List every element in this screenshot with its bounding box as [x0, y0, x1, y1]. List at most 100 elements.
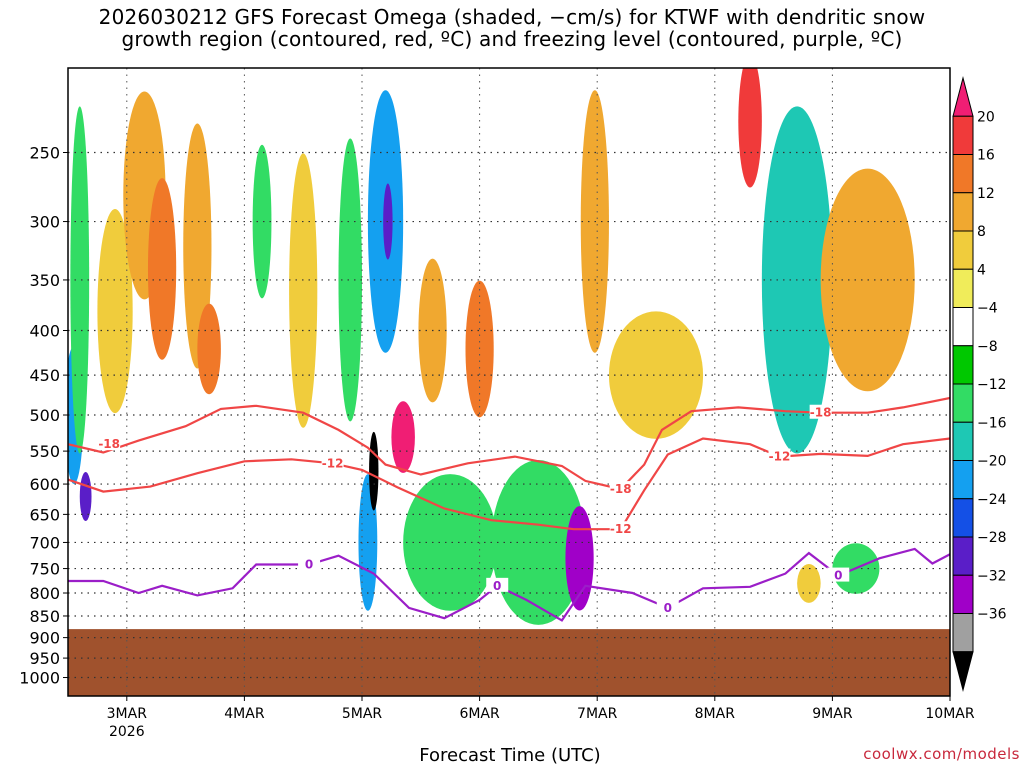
- ground-terrain: [68, 629, 950, 696]
- colorbar-label: −28: [977, 530, 1007, 546]
- omega-cell: [738, 68, 762, 188]
- colorbar-segment: [952, 421, 974, 461]
- omega-cell: [338, 138, 362, 422]
- contour-label: 0: [305, 558, 313, 572]
- y-tick-label: 350: [29, 271, 60, 290]
- x-year-label: 2026: [109, 724, 145, 740]
- plot-frame: [67, 67, 951, 697]
- contour-label-bg: [298, 556, 321, 571]
- x-tick-label: 5MAR: [342, 706, 383, 722]
- omega-shading: [68, 68, 915, 625]
- colorbar-label: −16: [977, 415, 1007, 431]
- x-tick-label: 6MAR: [459, 706, 500, 722]
- contour-minus18: [68, 396, 950, 491]
- chart-title-line1: 2026030212 GFS Forecast Omega (shaded, −…: [98, 5, 926, 29]
- contour-label-bg: [609, 481, 632, 496]
- colorbar-segment: [952, 383, 974, 423]
- contour-label-bg: [809, 404, 832, 419]
- colorbar-label: −20: [977, 454, 1007, 470]
- chart-title: 2026030212 GFS Forecast Omega (shaded, −…: [0, 6, 1024, 50]
- omega-cell: [147, 178, 177, 360]
- colorbar-segment: [952, 574, 974, 614]
- colorbar-label: −12: [977, 377, 1007, 393]
- y-tick-label: 650: [29, 505, 60, 524]
- x-tick-label: 3MAR: [107, 706, 148, 722]
- contour-label: -18: [98, 437, 120, 451]
- x-tick-label: 7MAR: [577, 706, 618, 722]
- omega-cell: [79, 472, 92, 521]
- omega-cell: [183, 123, 212, 369]
- x-tick-label: 4MAR: [224, 706, 265, 722]
- contour-0: [68, 547, 950, 622]
- colorbar-segment: [952, 192, 974, 232]
- x-axis-label: Forecast Time (UTC): [419, 745, 601, 766]
- contour-label: -18: [810, 406, 832, 420]
- colorbar-label: −32: [977, 568, 1007, 584]
- omega-cell: [565, 506, 594, 611]
- omega-cell: [70, 106, 90, 454]
- colorbar-label: −36: [977, 607, 1007, 623]
- contour-label-bg: [827, 567, 850, 582]
- omega-cell: [797, 563, 821, 603]
- colorbar-segment: [952, 460, 974, 500]
- y-tick-label: 550: [29, 442, 60, 461]
- contour-label-bg: [98, 436, 121, 451]
- colorbar-segment: [952, 230, 974, 270]
- contour-label: -12: [610, 522, 632, 536]
- colorbar-segment: [952, 115, 974, 155]
- omega-cell: [97, 209, 133, 414]
- omega-cell: [369, 431, 379, 511]
- contour-label-bg: [609, 521, 632, 536]
- omega-cell: [252, 144, 272, 299]
- omega-cell: [403, 474, 498, 611]
- colorbar-segment: [952, 154, 974, 194]
- y-tick-label: 900: [29, 629, 60, 648]
- y-tick-label: 1000: [19, 669, 60, 688]
- y-tick-label: 800: [29, 584, 60, 603]
- colorbar-label: 4: [977, 262, 986, 278]
- contour-label: -12: [322, 456, 344, 470]
- omega-cell: [197, 303, 221, 395]
- contour-label-bg: [321, 455, 344, 470]
- chart-title-line2: growth region (contoured, red, ºC) and f…: [121, 27, 903, 51]
- omega-cell: [289, 153, 318, 428]
- contour-label: -18: [610, 482, 632, 496]
- y-tick-label: 700: [29, 533, 60, 552]
- colorbar-segment: [952, 498, 974, 538]
- colorbar-segment: [952, 536, 974, 576]
- y-tick-label: 600: [29, 475, 60, 494]
- y-tick-label: 850: [29, 607, 60, 626]
- x-tick-label: 10MAR: [925, 706, 974, 722]
- credit-link[interactable]: coolwx.com/models: [863, 745, 1020, 763]
- colorbar-label: 8: [977, 224, 986, 240]
- colorbar-label: −8: [977, 339, 998, 355]
- y-tick-label: 450: [29, 366, 60, 385]
- colorbar-label: 20: [977, 109, 995, 125]
- colorbar-segment: [952, 613, 974, 653]
- colorbar-label: 12: [977, 186, 995, 202]
- x-tick-label: 9MAR: [812, 706, 853, 722]
- omega-cell: [491, 460, 586, 625]
- omega-cell: [608, 311, 704, 439]
- contour-label: 0: [834, 569, 842, 583]
- contour-label: 0: [493, 579, 501, 593]
- contour-minus12: [68, 437, 950, 531]
- contour-label-bg: [768, 448, 791, 463]
- colorbar-segment: [952, 345, 974, 385]
- y-tick-label: 300: [29, 213, 60, 232]
- omega-cell: [391, 401, 415, 473]
- y-tick-label: 750: [29, 560, 60, 579]
- contour-label-bg: [486, 577, 509, 592]
- y-tick-label: 950: [29, 649, 60, 668]
- colorbar-segment: [952, 307, 974, 347]
- contour-label: -12: [769, 450, 791, 464]
- x-tick-label: 8MAR: [695, 706, 736, 722]
- colorbar-bottom-arrow: [952, 651, 974, 692]
- colorbar-label: −24: [977, 492, 1007, 508]
- y-tick-label: 400: [29, 322, 60, 341]
- contour-label: 0: [664, 601, 672, 615]
- y-tick-label: 250: [29, 144, 60, 163]
- contour-label-bg: [656, 599, 679, 614]
- colorbar-segment: [952, 268, 974, 308]
